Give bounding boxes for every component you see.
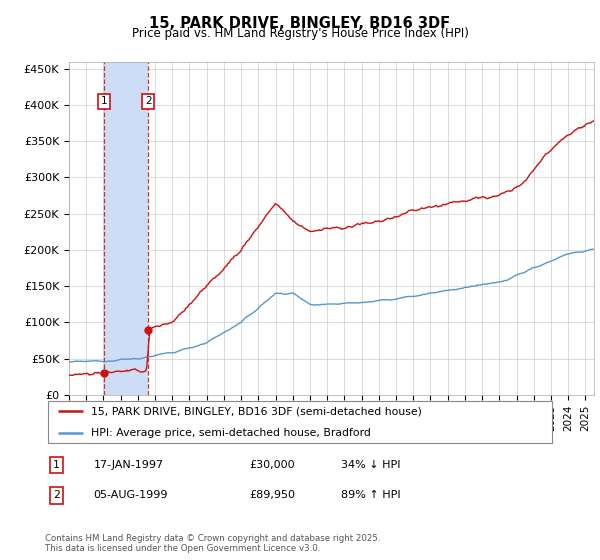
Text: 15, PARK DRIVE, BINGLEY, BD16 3DF: 15, PARK DRIVE, BINGLEY, BD16 3DF [149, 16, 451, 31]
Text: 1: 1 [101, 96, 107, 106]
Text: 2: 2 [53, 491, 59, 501]
Text: Contains HM Land Registry data © Crown copyright and database right 2025.
This d: Contains HM Land Registry data © Crown c… [45, 534, 380, 553]
Text: 34% ↓ HPI: 34% ↓ HPI [341, 460, 400, 470]
Text: 1: 1 [53, 460, 59, 470]
Text: 15, PARK DRIVE, BINGLEY, BD16 3DF (semi-detached house): 15, PARK DRIVE, BINGLEY, BD16 3DF (semi-… [91, 406, 422, 416]
FancyBboxPatch shape [47, 401, 553, 444]
Text: 89% ↑ HPI: 89% ↑ HPI [341, 491, 400, 501]
Text: 2: 2 [145, 96, 151, 106]
Text: Price paid vs. HM Land Registry's House Price Index (HPI): Price paid vs. HM Land Registry's House … [131, 27, 469, 40]
Text: HPI: Average price, semi-detached house, Bradford: HPI: Average price, semi-detached house,… [91, 428, 371, 438]
Text: £30,000: £30,000 [249, 460, 295, 470]
Text: £89,950: £89,950 [249, 491, 295, 501]
Text: 05-AUG-1999: 05-AUG-1999 [94, 491, 168, 501]
Bar [104, 62, 148, 395]
Text: 17-JAN-1997: 17-JAN-1997 [94, 460, 164, 470]
